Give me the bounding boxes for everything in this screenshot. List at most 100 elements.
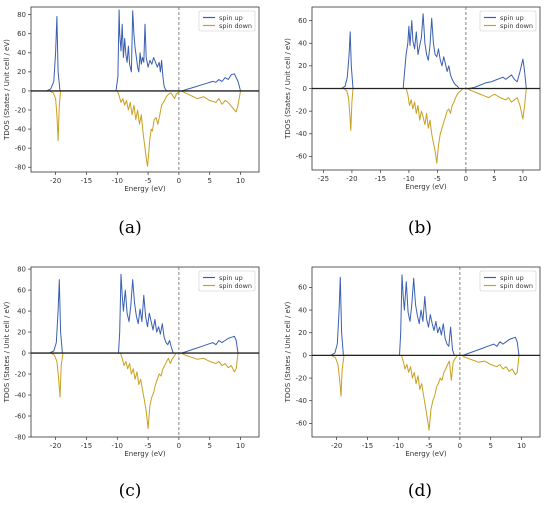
y-tick-label: -40 xyxy=(15,391,26,399)
y-axis-label: TDOS (States / Unit cell / eV) xyxy=(284,301,292,403)
x-tick-label: -15 xyxy=(362,442,373,450)
x-tick-label: -15 xyxy=(81,177,92,185)
chart-panel: -60 -40 -20 0 20 40 60 -25 -20 -15 -10 -5 0 5 10 Energy… xyxy=(284,6,541,238)
legend-label-spin-down: spin down xyxy=(500,22,533,30)
y-tick-label: 40 xyxy=(17,307,26,315)
y-axis-label: TDOS (States / Unit cell / eV) xyxy=(3,301,11,403)
x-tick-label: -15 xyxy=(81,442,92,450)
y-tick-label: -40 xyxy=(296,130,307,138)
y-tick-label: -80 xyxy=(15,164,26,172)
x-tick-label: -5 xyxy=(145,177,152,185)
x-tick-label: 10 xyxy=(517,442,526,450)
y-tick-label: -20 xyxy=(15,106,26,114)
x-axis-label: Energy (eV) xyxy=(124,185,166,193)
y-tick-label: 0 xyxy=(303,352,307,360)
series-line-spin-up xyxy=(341,13,527,89)
x-tick-label: -25 xyxy=(318,175,329,183)
chart-panel: -80 -60 -40 -20 0 20 40 60 80 -20 -15 -10 -5 0 5 10 Ener… xyxy=(3,265,260,501)
x-axis-label: Energy (eV) xyxy=(124,450,166,458)
y-tick-label: -20 xyxy=(296,107,307,115)
y-tick-label: 60 xyxy=(17,286,26,294)
y-tick-label: -60 xyxy=(15,144,26,152)
x-tick-label: -15 xyxy=(375,175,386,183)
y-tick-label: 20 xyxy=(17,68,26,76)
x-axis-label: Energy (eV) xyxy=(405,183,447,191)
x-tick-label: 5 xyxy=(492,175,496,183)
panel-label: (c) xyxy=(119,481,142,501)
y-tick-label: 60 xyxy=(17,30,26,38)
x-tick-label: 5 xyxy=(207,177,211,185)
y-tick-label: 60 xyxy=(298,17,307,25)
legend-label-spin-down: spin down xyxy=(219,282,252,290)
y-tick-label: 80 xyxy=(17,265,26,273)
legend-label-spin-down: spin down xyxy=(219,22,252,30)
y-tick-label: 0 xyxy=(303,85,307,93)
y-tick-label: 20 xyxy=(298,329,307,337)
x-tick-label: 10 xyxy=(518,175,527,183)
x-axis-label: Energy (eV) xyxy=(405,450,447,458)
y-tick-label: 60 xyxy=(298,284,307,292)
y-tick-label: 80 xyxy=(17,11,26,19)
x-tick-label: -20 xyxy=(331,442,342,450)
y-tick-label: 20 xyxy=(17,328,26,336)
y-tick-label: 40 xyxy=(298,306,307,314)
legend-label-spin-up: spin up xyxy=(219,274,243,282)
x-tick-label: -5 xyxy=(145,442,152,450)
x-tick-label: -20 xyxy=(50,177,61,185)
legend-label-spin-up: spin up xyxy=(500,274,524,282)
plot-frame xyxy=(30,266,260,438)
y-axis-label: TDOS (States / Unit cell / eV) xyxy=(3,39,11,141)
x-tick-label: 10 xyxy=(236,177,245,185)
y-axis-label: TDOS (States / Unit cell / eV) xyxy=(284,38,292,140)
chart-panel: -60 -40 -20 0 20 40 60 -20 -15 -10 -5 0 5 10 Energy (e… xyxy=(284,266,541,501)
legend-label-spin-up: spin up xyxy=(219,14,243,22)
legend-label-spin-down: spin down xyxy=(500,282,533,290)
series-line-spin-up xyxy=(330,274,520,356)
x-tick-label: -20 xyxy=(346,175,357,183)
chart-panel: -80 -60 -40 -20 0 20 40 60 80 -20 -15 -10 -5 0 5 10 Ener… xyxy=(3,6,260,238)
series-line-spin-down xyxy=(49,90,241,167)
x-tick-label: -10 xyxy=(403,175,414,183)
y-tick-label: -40 xyxy=(15,125,26,133)
panel-label: (a) xyxy=(118,218,141,238)
x-tick-label: 5 xyxy=(207,442,211,450)
legend-label-spin-up: spin up xyxy=(500,14,524,22)
x-tick-label: -5 xyxy=(434,175,441,183)
x-tick-label: -10 xyxy=(112,177,123,185)
x-tick-label: 10 xyxy=(236,442,245,450)
series-line-spin-up xyxy=(46,9,241,92)
x-tick-label: 0 xyxy=(177,177,181,185)
y-tick-label: 40 xyxy=(17,49,26,57)
plot-frame xyxy=(30,6,260,173)
panel-label: (b) xyxy=(408,218,432,238)
series-line-spin-down xyxy=(343,88,527,164)
y-tick-label: 20 xyxy=(298,62,307,70)
y-tick-label: -60 xyxy=(296,420,307,428)
y-tick-label: 0 xyxy=(22,87,26,95)
series-line-spin-down xyxy=(331,354,520,431)
x-tick-label: -5 xyxy=(426,442,433,450)
x-tick-label: -10 xyxy=(393,442,404,450)
x-tick-label: 0 xyxy=(464,175,468,183)
y-tick-label: -80 xyxy=(15,433,26,441)
panel-label: (d) xyxy=(408,481,432,501)
x-tick-label: 5 xyxy=(488,442,492,450)
y-tick-label: 0 xyxy=(22,349,26,357)
x-tick-label: -20 xyxy=(50,442,61,450)
series-line-spin-down xyxy=(50,352,239,430)
plot-frame xyxy=(311,266,541,438)
x-tick-label: 0 xyxy=(177,442,181,450)
series-line-spin-up xyxy=(49,273,239,354)
y-tick-label: 40 xyxy=(298,40,307,48)
y-tick-label: -60 xyxy=(296,153,307,161)
x-tick-label: 0 xyxy=(458,442,462,450)
y-tick-label: -20 xyxy=(296,374,307,382)
y-tick-label: -20 xyxy=(15,370,26,378)
y-tick-label: -60 xyxy=(15,412,26,420)
y-tick-label: -40 xyxy=(296,397,307,405)
